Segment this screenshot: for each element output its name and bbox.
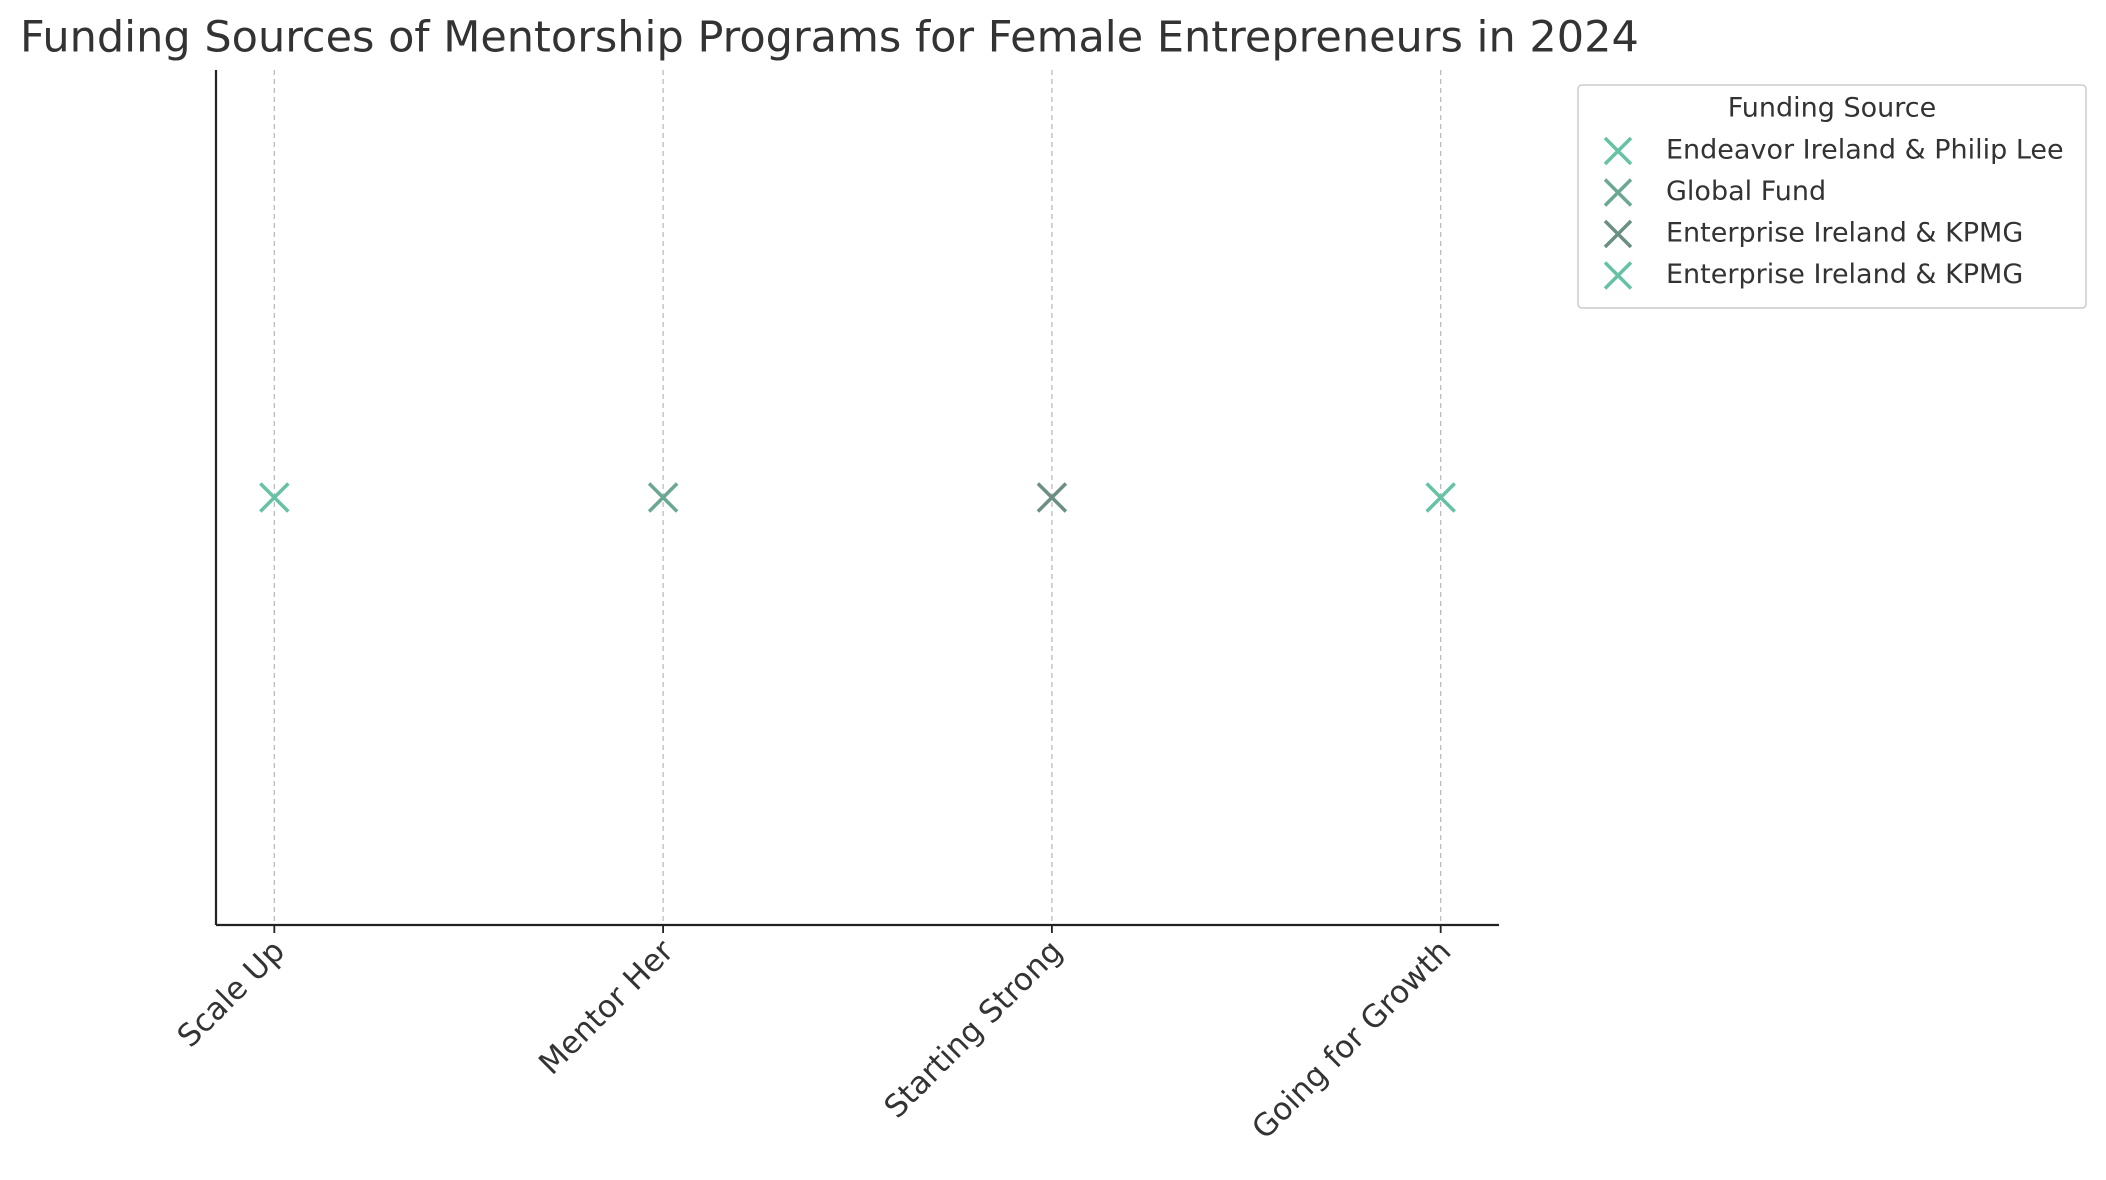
x-tick-label: Scale Up	[171, 933, 292, 1054]
scatter-point	[1036, 482, 1068, 513]
marker-stroke	[1036, 482, 1068, 513]
legend-title: Funding Source	[1728, 93, 1937, 124]
legend-marker	[1603, 219, 1633, 249]
marker-stroke	[259, 482, 290, 513]
marker-stroke	[1603, 178, 1633, 207]
x-tick-label: Mentor Her	[532, 933, 681, 1082]
marker-stroke	[1603, 136, 1633, 166]
marker-stroke	[1603, 219, 1633, 249]
marker-stroke	[647, 482, 679, 513]
marker-stroke	[1603, 261, 1633, 290]
marker-stroke	[1425, 482, 1456, 513]
x-tick-label: Starting Strong	[877, 933, 1069, 1125]
legend-label: Enterprise Ireland & KPMG	[1666, 259, 2023, 290]
legend-marker	[1603, 136, 1633, 166]
x-tick-label: Going for Growth	[1245, 933, 1458, 1146]
legend-marker	[1603, 261, 1633, 290]
scatter-point	[259, 482, 290, 513]
scatter-point	[1425, 482, 1456, 513]
legend-label: Endeavor Ireland & Philip Lee	[1666, 135, 2064, 166]
chart-title: Funding Sources of Mentorship Programs f…	[20, 13, 1639, 63]
legend-box	[1577, 84, 2087, 309]
legend-label: Global Fund	[1666, 176, 1826, 207]
legend-marker	[1603, 178, 1633, 207]
legend-label: Enterprise Ireland & KPMG	[1666, 218, 2023, 249]
scatter-point	[647, 482, 679, 513]
